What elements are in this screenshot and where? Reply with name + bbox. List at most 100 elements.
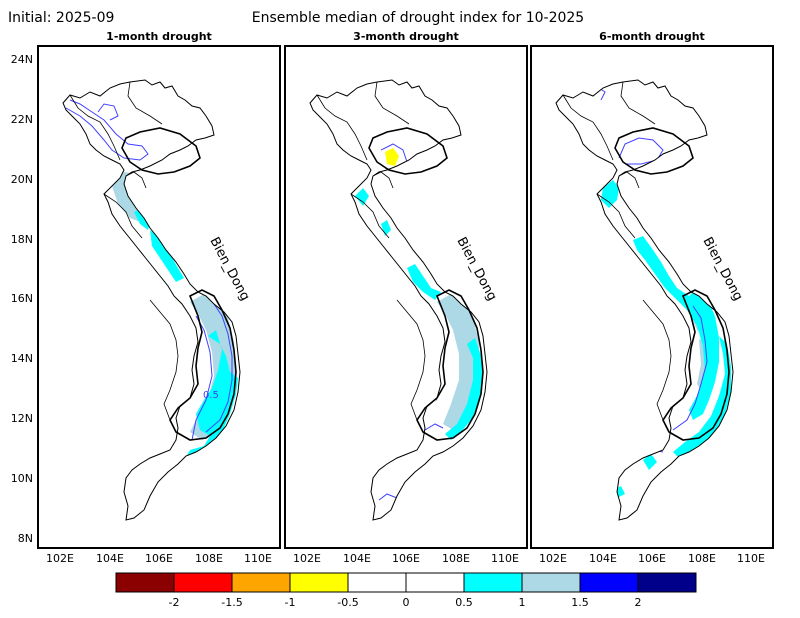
- province-border: [374, 81, 410, 125]
- colorbar-tick-label: 1: [519, 596, 526, 609]
- lon-tick-label: 102E: [46, 552, 74, 565]
- colorbar-tick-label: -1: [285, 596, 296, 609]
- colorbar-swatch: [173, 572, 233, 593]
- province-border: [642, 299, 672, 421]
- colorbar-tick-label: 0.5: [455, 596, 473, 609]
- lon-tick-label: 110E: [244, 552, 272, 565]
- colorbar-tick-label: -0.5: [337, 596, 358, 609]
- lat-tick-label: 18N: [11, 233, 33, 246]
- province-border: [618, 171, 640, 189]
- contour-line: [97, 103, 119, 121]
- province-border: [396, 299, 426, 421]
- colorbar-tick-label: -2: [169, 596, 180, 609]
- region-boundary-north: [614, 127, 694, 175]
- lon-tick-label: 106E: [392, 552, 420, 565]
- province-border: [127, 81, 163, 125]
- colorbar: -2 -1.5 -1 -0.5 0 0.5 1 1.5 2: [115, 572, 697, 609]
- lon-tick-label: 108E: [688, 552, 716, 565]
- colorbar-tick-label: 0: [403, 596, 410, 609]
- wet-shading-1: [445, 338, 483, 440]
- latitude-axis: 24N 22N 20N 18N 16N 14N 12N 10N 8N: [11, 53, 33, 545]
- lon-tick-label: 104E: [96, 552, 124, 565]
- dry-shading: [385, 148, 399, 166]
- shading-layer: [592, 87, 731, 498]
- contour-line: [618, 137, 664, 165]
- lat-tick-label: 16N: [11, 292, 33, 305]
- wet-shading-1: [633, 236, 719, 420]
- colorbar-swatch: [637, 572, 697, 593]
- lat-tick-label: 20N: [11, 173, 33, 186]
- colorbar-swatch: [405, 572, 465, 593]
- lon-tick-label: 102E: [293, 552, 321, 565]
- contour-value-label: 0.5: [203, 390, 219, 401]
- lat-tick-label: 24N: [11, 53, 33, 66]
- region-boundary-north: [368, 127, 448, 175]
- contour-line: [672, 305, 708, 431]
- lon-tick-label: 108E: [195, 552, 223, 565]
- wet-shading-1: [643, 454, 657, 470]
- wet-shading-1: [355, 188, 369, 206]
- colorbar-swatch: [289, 572, 349, 593]
- province-border: [69, 94, 121, 161]
- contour-line: [65, 99, 149, 161]
- colorbar-tick-label: 1.5: [571, 596, 589, 609]
- country-outline: [62, 79, 241, 521]
- wet-shading-1: [381, 220, 391, 236]
- region-boundary-central: [662, 289, 730, 441]
- panel-6-month: 6-month drought Bien_Dong: [530, 30, 774, 549]
- lon-tick-label: 106E: [638, 552, 666, 565]
- map-frame-2: [284, 45, 528, 549]
- colorbar-swatch: [231, 572, 291, 593]
- panel-title-2: 3-month drought: [353, 30, 459, 43]
- lat-tick-label: 8N: [18, 532, 33, 545]
- longitude-axis-2: 102E 104E 106E 108E 110E: [293, 552, 519, 565]
- colorbar-swatch: [521, 572, 581, 593]
- colorbar-swatch: [347, 572, 407, 593]
- country-outline: [555, 79, 734, 521]
- province-border: [149, 299, 179, 421]
- colorbar-swatch: [463, 572, 523, 593]
- wet-shading-1: [150, 230, 184, 282]
- longitude-axis-3: 102E 104E 106E 108E 110E: [539, 552, 765, 565]
- map-frame-1: [37, 45, 281, 549]
- region-boundary-central: [416, 289, 484, 441]
- colorbar-swatch: [115, 572, 175, 593]
- wet-shading-1-5: [437, 294, 479, 430]
- lat-tick-label: 22N: [11, 113, 33, 126]
- lon-tick-label: 102E: [539, 552, 567, 565]
- province-border: [350, 193, 390, 239]
- lon-tick-label: 104E: [343, 552, 371, 565]
- lon-tick-label: 104E: [589, 552, 617, 565]
- province-border: [372, 171, 394, 189]
- colorbar-tick-label: -1.5: [221, 596, 242, 609]
- initial-date-label: Initial: 2025-09: [8, 10, 114, 26]
- colorbar-swatch: [579, 572, 639, 593]
- panel-title-3: 6-month drought: [599, 30, 705, 43]
- wet-shading-1: [184, 330, 238, 466]
- province-border: [316, 94, 368, 161]
- wet-shading-1: [673, 336, 731, 458]
- wet-shading-1: [601, 180, 619, 208]
- figure-title: Ensemble median of drought index for 10-…: [252, 10, 584, 26]
- wet-shading-1: [407, 264, 441, 300]
- lat-tick-label: 10N: [11, 472, 33, 485]
- lat-tick-label: 14N: [11, 352, 33, 365]
- lon-tick-label: 108E: [442, 552, 470, 565]
- contour-line: [424, 423, 444, 431]
- country-outline: [309, 79, 488, 521]
- region-boundary-north: [121, 127, 201, 175]
- province-border: [103, 193, 143, 239]
- province-border: [562, 94, 614, 161]
- lon-tick-label: 110E: [737, 552, 765, 565]
- contour-line: [205, 303, 233, 433]
- lon-tick-label: 106E: [145, 552, 173, 565]
- panel-title-1: 1-month drought: [106, 30, 212, 43]
- province-border: [125, 171, 147, 189]
- lon-tick-label: 110E: [491, 552, 519, 565]
- lat-tick-label: 12N: [11, 412, 33, 425]
- region-boundary-central: [169, 289, 237, 441]
- contour-line: [191, 315, 213, 441]
- province-border: [620, 81, 656, 125]
- panel-3-month: 3-month drought Bien_Dong: [284, 30, 528, 549]
